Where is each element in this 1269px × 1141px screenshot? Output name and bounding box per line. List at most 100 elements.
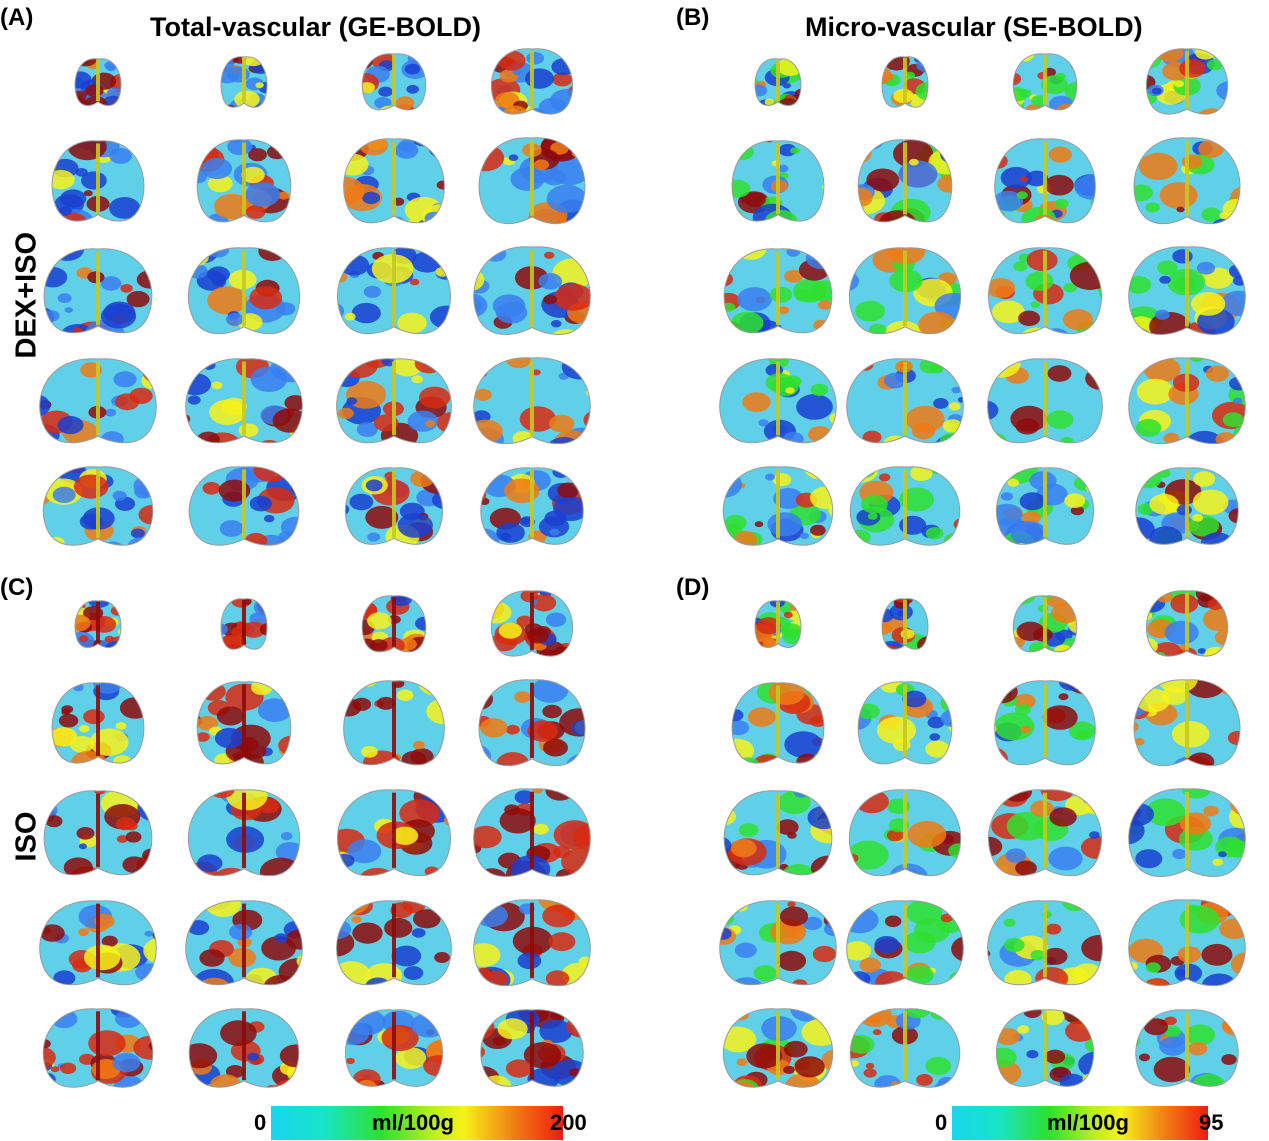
brain-slice — [1141, 589, 1233, 661]
panel-label-c: (C) — [0, 574, 34, 601]
brain-slice — [32, 357, 164, 449]
brain-slice — [486, 47, 578, 119]
brain-slice — [182, 465, 306, 551]
brain-slice — [981, 788, 1109, 882]
brain-slice — [879, 55, 931, 111]
brain-slice — [1127, 136, 1247, 230]
brain-slice — [726, 681, 830, 769]
column-title-total-vascular: Total-vascular (GE-BOLD) — [150, 12, 482, 42]
brain-slice — [474, 1008, 590, 1092]
panel-label-b: (B) — [676, 4, 710, 31]
brain-slice — [466, 245, 598, 341]
panel-d-slice-grid — [700, 590, 1260, 1100]
brain-slice — [1009, 52, 1081, 114]
brain-slice — [843, 1007, 967, 1093]
brain-slice — [72, 57, 124, 109]
brain-slice — [879, 597, 931, 653]
panel-b-slice-grid — [700, 48, 1260, 558]
colorbar-total-vascular: 0 ml/100g 200 — [254, 1106, 594, 1140]
brain-slice — [466, 898, 598, 992]
brain-slice — [330, 788, 458, 882]
brain-slice — [712, 899, 844, 991]
brain-slice — [980, 357, 1110, 449]
colorbar-right-max: 95 — [1199, 1110, 1224, 1135]
brain-slice — [358, 52, 430, 114]
brain-slice — [1141, 47, 1233, 119]
colorbar-right-unit: ml/100g — [1047, 1110, 1129, 1135]
panel-a-slice-grid — [37, 47, 620, 558]
brain-slice — [178, 357, 310, 449]
brain-slice — [358, 594, 430, 656]
brain-slice — [1121, 898, 1253, 992]
brain-slice — [32, 899, 164, 991]
colorbar-left-min: 0 — [254, 1110, 267, 1135]
brain-slice — [842, 246, 968, 340]
brain-slice — [990, 1008, 1100, 1092]
brain-slice — [842, 788, 968, 882]
brain-slice — [1121, 245, 1253, 341]
brain-slice — [717, 789, 839, 881]
brain-slice — [178, 899, 310, 991]
brain-slice — [1009, 594, 1081, 656]
brain-slice — [839, 899, 971, 991]
brain-slice — [716, 1007, 840, 1093]
colorbar-right-min: 0 — [935, 1110, 948, 1135]
brain-slice — [486, 589, 578, 661]
colorbar-right-gradient — [952, 1106, 1208, 1140]
brain-slice — [1129, 466, 1245, 550]
brain-slice — [752, 57, 804, 109]
brain-slice — [337, 679, 451, 771]
brain-slice — [726, 139, 830, 227]
brain-slice — [980, 899, 1110, 991]
brain-slice — [182, 1007, 306, 1093]
brain-slice — [988, 137, 1102, 229]
brain-slice — [1121, 356, 1253, 450]
brain-slice — [988, 679, 1102, 771]
brain-slice — [46, 681, 150, 769]
brain-slice — [852, 138, 958, 228]
brain-slice — [717, 247, 839, 339]
brain-slice — [1121, 787, 1253, 883]
brain-slice — [1127, 678, 1247, 772]
brain-slice — [472, 136, 592, 230]
column-title-micro-vascular: Micro-vascular (SE-BOLD) — [805, 12, 1143, 42]
panel-label-d: (D) — [676, 574, 710, 601]
brain-slice — [181, 246, 307, 340]
brain-slice — [37, 247, 159, 339]
brain-slice — [466, 787, 598, 883]
colorbar-left-max: 200 — [550, 1110, 587, 1135]
brain-slice — [329, 899, 459, 991]
brain-slice — [839, 357, 971, 449]
colorbar-micro-vascular: 0 ml/100g 95 — [935, 1106, 1235, 1140]
brain-slice — [329, 357, 459, 449]
brain-slice — [843, 465, 967, 551]
colorbar-left-gradient — [271, 1106, 563, 1140]
panel-label-a: (A) — [0, 4, 34, 31]
brain-slice — [474, 466, 590, 550]
brain-slice — [46, 139, 150, 227]
brain-slice — [339, 1008, 449, 1092]
brain-slice — [337, 137, 451, 229]
brain-slice — [472, 678, 592, 772]
panel-c-slice-grid — [37, 589, 620, 1100]
brain-slice — [218, 597, 270, 653]
brain-slice — [330, 246, 458, 340]
brain-slice — [981, 246, 1109, 340]
colorbar-left-unit: ml/100g — [372, 1110, 454, 1135]
brain-slice — [339, 466, 449, 550]
brain-slice — [191, 138, 297, 228]
brain-slice — [466, 356, 598, 450]
brain-slice — [852, 680, 958, 770]
brain-slice — [716, 465, 840, 551]
brain-slice — [752, 599, 804, 651]
brain-slice — [72, 599, 124, 651]
brain-slice — [36, 1007, 160, 1093]
brain-slice — [36, 465, 160, 551]
brain-slice — [218, 55, 270, 111]
brain-slice — [712, 357, 844, 449]
brain-slice — [1129, 1008, 1245, 1092]
brain-slice — [37, 789, 159, 881]
brain-slice — [191, 680, 297, 770]
brain-slice — [990, 466, 1100, 550]
brain-slice — [181, 788, 307, 882]
